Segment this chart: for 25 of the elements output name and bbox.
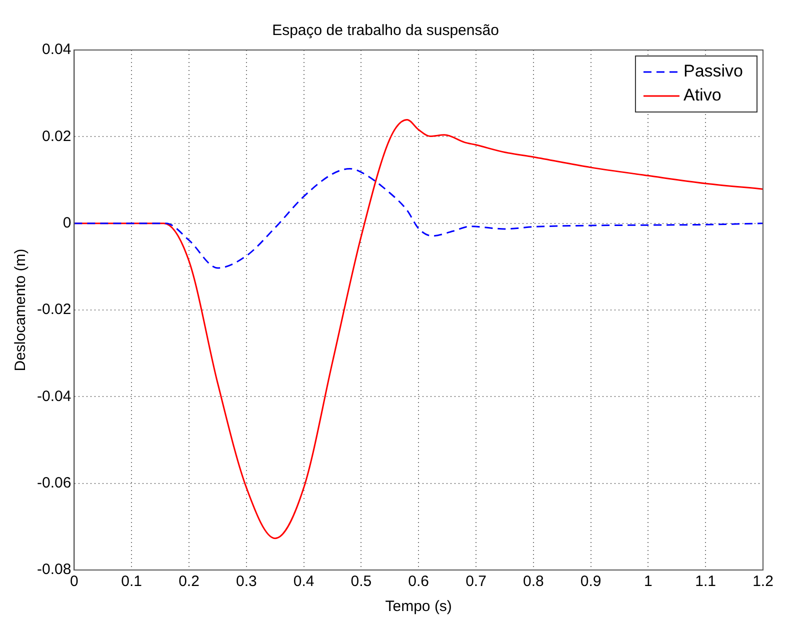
chart-title: Espaço de trabalho da suspensão — [272, 22, 499, 40]
x-tick-label: 1.2 — [752, 573, 774, 590]
x-tick-label: 0.7 — [466, 573, 486, 590]
x-axis-title: Tempo (s) — [385, 598, 452, 616]
x-tick-label: 0.1 — [121, 573, 142, 590]
x-tick-label: 0.5 — [350, 573, 372, 590]
x-tick-label: 0.2 — [178, 573, 200, 590]
x-tick-label: 0.6 — [408, 573, 430, 590]
x-tick-label: 0.4 — [293, 573, 314, 590]
y-axis-title: Deslocamento (m) — [12, 248, 30, 372]
y-tick-label: 0.04 — [42, 41, 72, 58]
y-tick-label: 0 — [62, 214, 72, 232]
x-tick-label: 1.1 — [695, 573, 716, 590]
y-tick-label: -0.04 — [36, 388, 72, 405]
x-tick-label: 1 — [644, 573, 652, 590]
legend-label: Passivo — [683, 62, 744, 81]
x-tick-label: 0.8 — [522, 573, 544, 590]
y-tick-label: -0.02 — [36, 301, 72, 318]
y-tick-label: 0.02 — [42, 128, 72, 145]
line-series — [74, 168, 763, 269]
y-tick-label: -0.06 — [36, 474, 72, 492]
x-tick-label: 0.3 — [236, 573, 257, 590]
legend-label: Ativo — [683, 86, 722, 105]
x-tick-label: 0.9 — [580, 573, 602, 590]
y-tick-label: -0.08 — [36, 561, 72, 578]
